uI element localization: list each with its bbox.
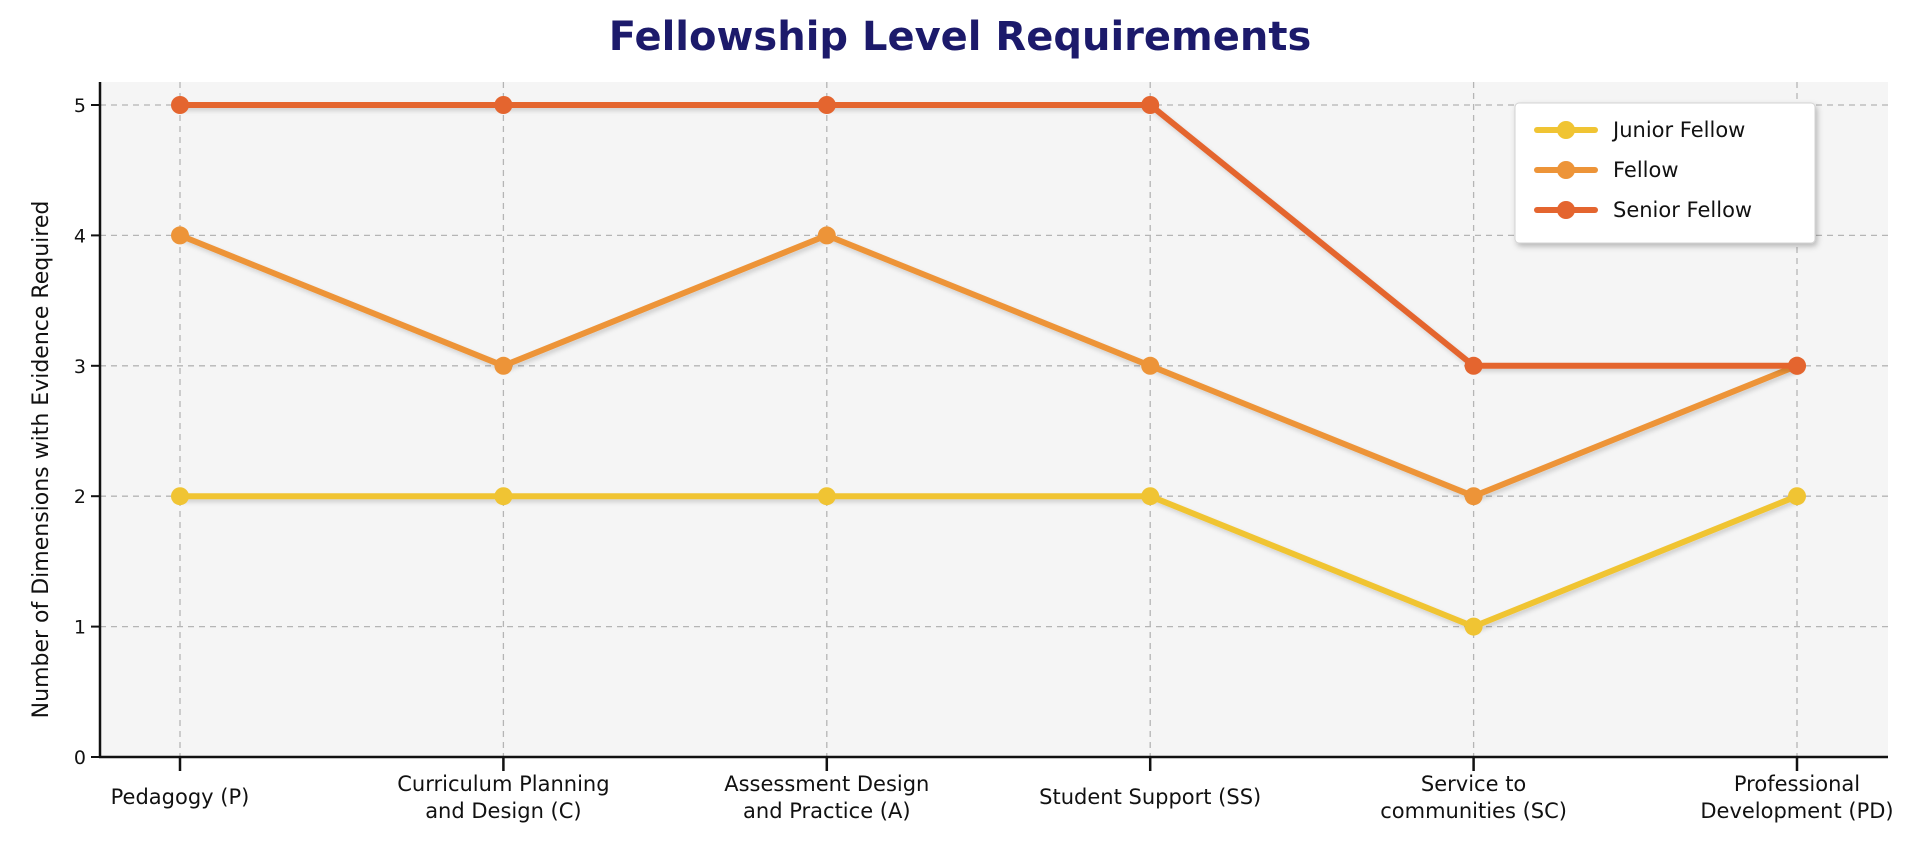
x-tick-label: Professional Development (PD) [1700,772,1893,823]
data-point [494,96,513,114]
x-tick-label-line: and Practice (A) [743,799,911,823]
data-point [817,226,836,245]
data-point [1464,487,1483,506]
x-tick-label: Assessment Design and Practice (A) [724,772,929,823]
legend-label: Fellow [1613,158,1679,182]
data-point [494,356,513,375]
legend-label: Senior Fellow [1613,198,1752,222]
y-tick-label: 0 [74,747,86,769]
data-point [817,96,836,114]
data-point [1141,96,1160,114]
series-line [177,102,1800,369]
data-point [1464,617,1483,636]
series-junior-fellow [171,487,1806,636]
data-point [1464,356,1483,375]
data-point [171,226,189,245]
legend-swatch-marker [1557,161,1575,179]
data-point [817,487,836,506]
x-tick-label-line: Professional [1734,772,1860,796]
x-tick-label: Curriculum Planning and Design (C) [397,772,609,823]
plot-area: 0 1 2 3 4 5 Pedagogy (P) Curriculum Planning and… [74,82,1894,823]
data-point [1141,356,1160,375]
series-senior-fellow [171,96,1806,375]
data-point [171,487,189,506]
x-tick-label-line: Assessment Design [724,772,929,796]
legend-swatch-marker [1557,121,1575,139]
x-tick-label: Pedagogy (P) [111,785,250,809]
x-tick-label-line: communities (SC) [1380,799,1567,823]
x-tick-label: Service to communities (SC) [1380,772,1567,823]
legend: Junior Fellow Fellow Senior Fellow [1514,102,1816,244]
legend-item: Junior Fellow [1534,118,1745,142]
y-tick-label: 2 [74,486,86,508]
data-point [494,487,513,506]
y-axis-label: Number of Dimensions with Evidence Requi… [29,201,54,719]
x-tick-label-line: and Design (C) [425,799,581,823]
x-tick-label-line: Development (PD) [1700,799,1893,823]
legend-swatch-marker [1557,201,1575,219]
y-tick-label: 5 [74,95,86,117]
x-tick-label-line: Service to [1421,772,1526,796]
legend-label: Junior Fellow [1611,118,1745,142]
y-tick-label: 1 [74,617,86,639]
data-point [1788,356,1806,375]
series-line [177,493,1800,630]
chart-title: Fellowship Level Requirements [609,14,1312,60]
x-tick-label: Student Support (SS) [1039,785,1261,809]
series-line [177,232,1800,500]
y-tick-label: 3 [74,356,86,378]
legend-item: Fellow [1534,158,1679,182]
data-point [1788,487,1806,506]
y-tick-label: 4 [74,225,86,247]
legend-item: Senior Fellow [1534,198,1752,222]
data-point [171,96,189,114]
data-point [1141,487,1160,506]
x-tick-label-line: Curriculum Planning [397,772,609,796]
